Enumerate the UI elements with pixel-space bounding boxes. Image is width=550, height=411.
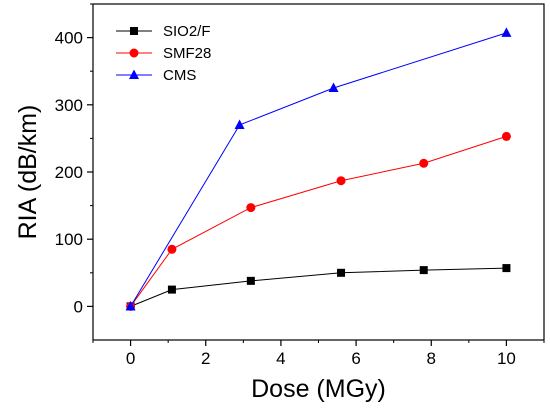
data-point bbox=[167, 285, 176, 294]
data-point bbox=[234, 119, 245, 129]
series-0 bbox=[126, 264, 511, 311]
legend-label: CMS bbox=[163, 67, 196, 84]
plot-frame bbox=[92, 3, 545, 341]
data-point bbox=[246, 276, 255, 285]
legend-label: SMF28 bbox=[163, 45, 211, 62]
data-point bbox=[246, 203, 256, 213]
data-point bbox=[336, 176, 346, 186]
data-point bbox=[502, 264, 511, 273]
data-point bbox=[337, 268, 346, 277]
y-axis-label: RIA (dB/km) bbox=[14, 105, 42, 240]
legend-marker bbox=[130, 27, 138, 35]
x-tick-label: 2 bbox=[201, 349, 210, 368]
legend-item: CMS bbox=[116, 67, 196, 84]
legend-item: SIO2/F bbox=[116, 23, 211, 40]
legend-label: SIO2/F bbox=[163, 23, 211, 40]
y-tick-label: 200 bbox=[55, 163, 83, 182]
legend-item: SMF28 bbox=[116, 45, 211, 62]
data-point bbox=[501, 27, 512, 37]
x-tick-label: 10 bbox=[497, 349, 516, 368]
legend: SIO2/F SMF28 CMS bbox=[116, 23, 211, 84]
series-line bbox=[130, 32, 507, 307]
data-point bbox=[125, 300, 136, 311]
y-tick-label: 100 bbox=[55, 230, 83, 249]
data-point bbox=[419, 158, 429, 168]
y-tick-label: 0 bbox=[74, 297, 83, 316]
data-point bbox=[167, 244, 177, 254]
x-tick-label: 0 bbox=[126, 349, 135, 368]
series-line bbox=[130, 267, 507, 307]
x-tick-label: 6 bbox=[351, 349, 360, 368]
series-line bbox=[130, 135, 507, 307]
series-1 bbox=[126, 131, 511, 311]
data-point bbox=[328, 82, 339, 92]
x-axis-label: Dose (MGy) bbox=[251, 375, 386, 403]
x-tick-label: 4 bbox=[276, 349, 285, 368]
y-tick-label: 400 bbox=[55, 29, 83, 48]
x-tick-label: 8 bbox=[427, 349, 436, 368]
data-point bbox=[419, 266, 428, 275]
y-tick-label: 300 bbox=[55, 96, 83, 115]
data-point bbox=[501, 131, 511, 141]
series-2 bbox=[125, 27, 512, 311]
legend-marker bbox=[129, 48, 139, 58]
legend-marker bbox=[129, 69, 139, 79]
